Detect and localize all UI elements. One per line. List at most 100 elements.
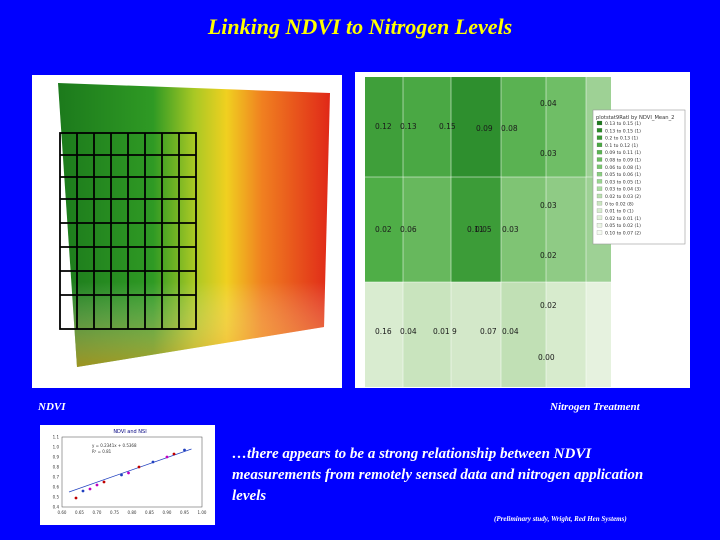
legend-swatch — [596, 150, 603, 155]
chart-x-tick: 0.60 — [58, 510, 67, 515]
plot-grid-lines — [59, 132, 197, 330]
legend-item: 0.05 to 0.06 (1) — [605, 172, 641, 178]
legend-swatch — [596, 208, 603, 213]
chart-x-tick: 0.70 — [93, 510, 102, 515]
legend-swatch — [596, 215, 603, 220]
ndvi-nsi-chart-svg: NDVI and NSI y = 0.2341x + 0.5368 R² = 0… — [53, 429, 207, 515]
legend-item: 0.1 to 0.12 (1) — [605, 143, 638, 149]
cell-label: 0.01 — [433, 327, 450, 336]
cell-labels: 0.12 0.13 0.15 0.09 0.08 0.04 0.03 0.03 0.02 0.02… — [375, 99, 557, 362]
nitrogen-map-cells — [365, 77, 611, 387]
cell-label: 0.16 — [375, 327, 392, 336]
legend-item: 0.05 to 0.02 (1) — [605, 223, 641, 229]
cell-label: 0.08 — [501, 124, 518, 133]
chart-x-tick: 0.75 — [110, 510, 119, 515]
legend-swatch — [596, 120, 603, 126]
legend-item: 0.02 to 0.01 (1) — [605, 216, 641, 222]
chart-point — [151, 460, 155, 464]
chart-y-ticks: 1.1 1.0 0.9 0.8 0.7 0.6 0.5 0.4 — [53, 435, 60, 510]
legend-item: 0.09 to 0.11 (1) — [605, 150, 641, 156]
cell-label: 0.02 — [540, 251, 557, 260]
chart-x-ticks: 0.60 0.65 0.70 0.75 0.80 0.85 0.90 0.95 1.00 — [58, 510, 207, 515]
chart-equation: y = 0.2341x + 0.5368 — [92, 443, 137, 448]
chart-trendline — [68, 448, 192, 493]
chart-point — [120, 473, 123, 477]
chart-x-tick: 0.90 — [163, 510, 172, 515]
cell-label: 0.04 — [540, 99, 557, 108]
legend-item: 0.01 to 0 (1) — [605, 209, 634, 215]
legend-swatch — [596, 157, 603, 162]
chart-x-tick: 0.80 — [128, 510, 137, 515]
cell-label: 0.06 — [400, 225, 417, 234]
legend-swatch — [596, 230, 603, 235]
legend-item: 0.13 to 0.15 (1) — [605, 128, 641, 134]
legend-item: 0.10 to 0.07 (2) — [605, 231, 641, 237]
chart-x-tick: 0.65 — [75, 510, 84, 515]
chart-y-tick: 0.4 — [53, 505, 60, 510]
nitrogen-map: 0.12 0.13 0.15 0.09 0.08 0.04 0.03 0.03 0.02 0.02… — [365, 77, 686, 387]
ndvi-field-shade — [58, 83, 330, 367]
legend-items: 0.13 to 0.15 (1)0.13 to 0.15 (1) 0.2 to 0… — [596, 120, 641, 237]
legend-box — [592, 109, 686, 245]
chart-point — [88, 487, 92, 491]
chart-point — [165, 455, 169, 459]
cell-label: 0.04 — [400, 327, 417, 336]
nitrogen-map-panel: 0.12 0.13 0.15 0.09 0.08 0.04 0.03 0.03 0.02 0.02… — [355, 72, 690, 388]
chart-point — [137, 465, 141, 469]
cell-label: 9 — [452, 327, 457, 336]
legend-swatch — [596, 135, 603, 140]
legend-swatch — [596, 179, 603, 184]
cell-label: 0.11 — [467, 225, 484, 234]
chart-title: NDVI and NSI — [113, 429, 146, 435]
legend-item: 0.08 to 0.09 (1) — [605, 158, 641, 164]
chart-point — [183, 448, 186, 452]
ndvi-image-panel — [32, 75, 342, 388]
legend-item: 0.02 to 0.03 (2) — [605, 194, 641, 200]
legend-item: 0 to 0.02 (8) — [605, 201, 634, 207]
cell-label: 0.03 — [540, 201, 557, 210]
nitrogen-map-grid — [365, 77, 611, 387]
chart-y-tick: 0.6 — [53, 485, 60, 490]
legend-item: 0.06 to 0.08 (1) — [605, 165, 641, 171]
caption-ndvi: NDVI — [38, 401, 66, 413]
cell-label: 0.09 — [476, 124, 493, 133]
cell-label: 0.00 — [538, 353, 555, 362]
chart-y-tick: 1.1 — [53, 435, 60, 440]
cell-label: 0.03 — [502, 225, 519, 234]
caption-nitrogen-treatment: Nitrogen Treatment — [550, 401, 640, 413]
legend-title: plotstat9Ratl by NDVI_Mean_2 — [596, 115, 674, 121]
cell-label: 0.05 — [475, 225, 492, 234]
chart-x-tick: 0.95 — [180, 510, 189, 515]
legend-swatch — [596, 186, 603, 191]
chart-x-tick: 1.00 — [198, 510, 207, 515]
legend-swatch — [596, 201, 603, 206]
chart-point — [81, 489, 85, 493]
legend-swatch — [596, 171, 603, 177]
chart-point — [95, 483, 99, 487]
chart-y-tick: 0.5 — [53, 495, 60, 500]
chart-x-tick: 0.85 — [145, 510, 154, 515]
chart-point — [74, 496, 78, 500]
legend-swatch — [596, 142, 603, 148]
legend-swatch — [596, 193, 603, 199]
chart-y-tick: 0.7 — [53, 475, 60, 480]
legend-swatch — [596, 164, 603, 169]
ndvi-field-image — [58, 83, 330, 367]
body-text: …there appears to be a strong relationsh… — [232, 446, 644, 504]
chart-point — [127, 471, 130, 475]
chart-points — [74, 448, 186, 500]
chart-point — [102, 480, 106, 484]
slide-title: Linking NDVI to Nitrogen Levels — [207, 14, 513, 39]
legend-swatch — [596, 128, 603, 133]
legend-item: 0.03 to 0.05 (1) — [605, 179, 641, 185]
footnote: (Preliminary study, Wright, Red Hen Syst… — [494, 515, 627, 523]
chart-y-tick: 1.0 — [53, 445, 60, 450]
chart-point — [172, 452, 176, 456]
chart-r-squared: R² = 0.81 — [92, 449, 112, 454]
chart-y-tick: 0.8 — [53, 465, 60, 470]
cell-label: 0.07 — [480, 327, 497, 336]
legend-item: 0.2 to 0.13 (1) — [605, 136, 638, 142]
cell-label: 0.15 — [439, 122, 456, 131]
legend-swatch — [596, 223, 603, 228]
cell-label: 0.03 — [540, 149, 557, 158]
